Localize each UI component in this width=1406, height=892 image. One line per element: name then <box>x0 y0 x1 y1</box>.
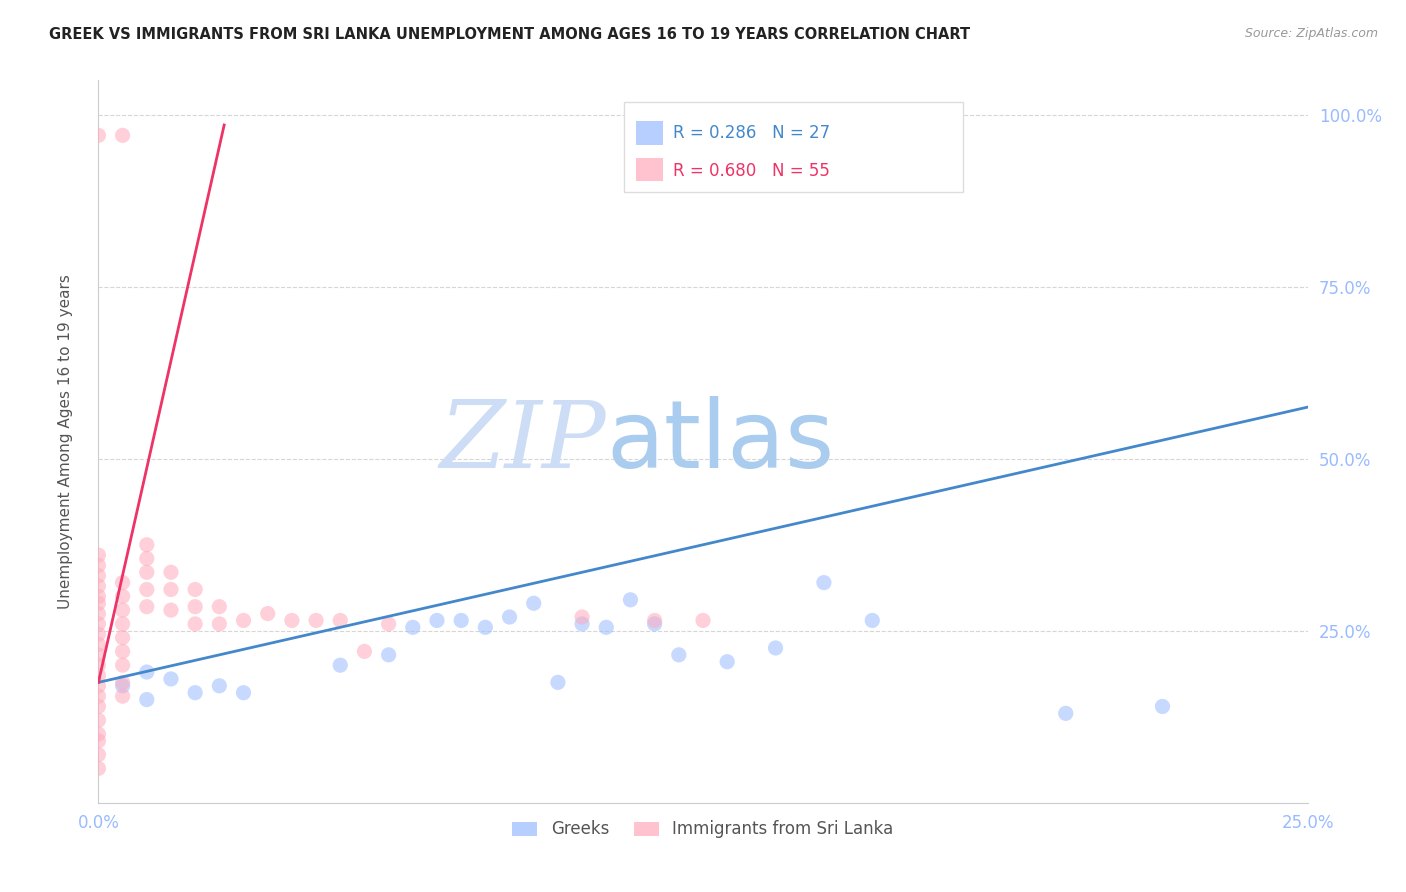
Point <box>644 616 666 631</box>
Point <box>232 614 254 628</box>
Point <box>716 655 738 669</box>
Point <box>111 689 134 703</box>
Point <box>619 592 641 607</box>
Point <box>668 648 690 662</box>
Point <box>595 620 617 634</box>
Point <box>208 599 231 614</box>
Legend: Greeks, Immigrants from Sri Lanka: Greeks, Immigrants from Sri Lanka <box>506 814 900 845</box>
Point <box>184 582 207 597</box>
Point <box>87 734 110 748</box>
Point <box>571 616 593 631</box>
Point <box>111 679 134 693</box>
Point <box>135 582 157 597</box>
Point <box>111 644 134 658</box>
Point <box>111 603 134 617</box>
Point <box>498 610 520 624</box>
Point <box>765 640 787 655</box>
FancyBboxPatch shape <box>624 102 963 193</box>
Point <box>87 607 110 621</box>
Point <box>1152 699 1174 714</box>
Point <box>184 616 207 631</box>
Point <box>111 675 134 690</box>
Point <box>135 551 157 566</box>
Point <box>135 599 157 614</box>
Point <box>135 692 157 706</box>
Point <box>87 679 110 693</box>
Point <box>281 614 304 628</box>
Text: Source: ZipAtlas.com: Source: ZipAtlas.com <box>1244 27 1378 40</box>
Point <box>87 727 110 741</box>
Y-axis label: Unemployment Among Ages 16 to 19 years: Unemployment Among Ages 16 to 19 years <box>59 274 73 609</box>
Point <box>111 616 134 631</box>
Point <box>160 603 183 617</box>
Point <box>111 631 134 645</box>
Text: ZIP: ZIP <box>440 397 606 486</box>
Point <box>87 689 110 703</box>
Point <box>160 582 183 597</box>
Point <box>208 679 231 693</box>
Point <box>547 675 569 690</box>
Point <box>813 575 835 590</box>
Point <box>87 596 110 610</box>
Point <box>87 558 110 573</box>
Point <box>87 568 110 582</box>
Point <box>87 761 110 775</box>
Point <box>160 672 183 686</box>
Point <box>87 648 110 662</box>
Point <box>232 686 254 700</box>
Point <box>87 747 110 762</box>
Point <box>87 579 110 593</box>
Point <box>860 614 883 628</box>
Point <box>644 614 666 628</box>
Point <box>377 616 399 631</box>
Point <box>377 648 399 662</box>
Point <box>329 614 352 628</box>
Point <box>135 665 157 679</box>
Point <box>160 566 183 580</box>
Point <box>208 616 231 631</box>
Point <box>353 644 375 658</box>
Point <box>1054 706 1077 721</box>
Point <box>87 658 110 673</box>
Point <box>87 638 110 652</box>
Point <box>111 575 134 590</box>
Text: R = 0.286   N = 27: R = 0.286 N = 27 <box>672 124 830 142</box>
Text: GREEK VS IMMIGRANTS FROM SRI LANKA UNEMPLOYMENT AMONG AGES 16 TO 19 YEARS CORREL: GREEK VS IMMIGRANTS FROM SRI LANKA UNEMP… <box>49 27 970 42</box>
Point <box>256 607 278 621</box>
Point <box>329 658 352 673</box>
Point <box>305 614 328 628</box>
Point <box>692 614 714 628</box>
Point <box>426 614 449 628</box>
Point <box>87 627 110 641</box>
Point <box>87 548 110 562</box>
Point <box>87 668 110 682</box>
FancyBboxPatch shape <box>637 158 664 181</box>
Point <box>87 590 110 604</box>
Point <box>450 614 472 628</box>
Point <box>402 620 425 634</box>
Point <box>135 566 157 580</box>
Point <box>111 590 134 604</box>
Point <box>571 610 593 624</box>
Point <box>87 699 110 714</box>
Text: atlas: atlas <box>606 395 835 488</box>
Point <box>184 599 207 614</box>
Point <box>111 658 134 673</box>
FancyBboxPatch shape <box>637 121 664 145</box>
Point <box>111 128 134 143</box>
Point <box>87 616 110 631</box>
Point <box>474 620 496 634</box>
Point <box>135 538 157 552</box>
Text: R = 0.680   N = 55: R = 0.680 N = 55 <box>672 161 830 179</box>
Point <box>87 713 110 727</box>
Point <box>523 596 546 610</box>
Point <box>184 686 207 700</box>
Point <box>87 128 110 143</box>
